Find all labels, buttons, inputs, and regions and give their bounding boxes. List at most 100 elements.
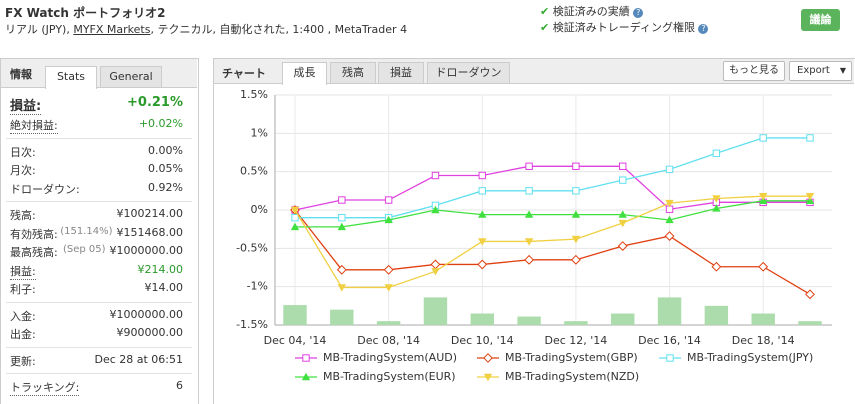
marker	[758, 261, 769, 272]
bar	[657, 297, 682, 325]
stat-row: トラッキング: 6	[10, 379, 183, 396]
y-tick-label: 0%	[251, 203, 268, 216]
marker	[711, 261, 722, 272]
marker	[758, 193, 768, 201]
marker	[619, 176, 627, 184]
y-tick-label: -0.5%	[236, 241, 268, 254]
marker	[336, 264, 347, 275]
marker	[478, 171, 486, 180]
marker	[525, 187, 533, 195]
stat-value: Dec 28 at 06:51	[94, 352, 183, 366]
stat-value-group: +0.21%	[127, 95, 183, 115]
more-button[interactable]: もっと見る	[723, 61, 785, 81]
marker	[806, 134, 814, 142]
stat-value: ¥900000.00	[116, 326, 183, 339]
stat-row: 更新: Dec 28 at 06:51	[10, 353, 183, 369]
marker	[572, 162, 580, 171]
badge-text: 検証済みの実績	[552, 5, 630, 18]
chart-heading: チャート	[222, 67, 266, 80]
legend-label: MB-TradingSystem(JPY)	[687, 351, 813, 364]
balance-tab[interactable]: 残高	[330, 62, 376, 83]
chart-panel	[213, 58, 855, 404]
marker	[478, 238, 487, 246]
marker	[384, 215, 393, 224]
profit-tab[interactable]: 損益	[378, 62, 424, 83]
drawdown-tab[interactable]: ドローダウン	[427, 62, 510, 83]
growth-tab[interactable]: 成長	[282, 62, 327, 85]
stat-row: 最高残高: (Sep 05) ¥1000000.00	[10, 244, 183, 260]
stat-row: 損益: ¥214.00	[10, 263, 183, 280]
marker	[337, 284, 347, 292]
marker	[524, 210, 534, 218]
stat-value: ¥151468.00	[116, 225, 183, 239]
x-tick-label: Dec 18, '14	[732, 334, 795, 347]
bar	[470, 313, 494, 325]
separator	[6, 301, 192, 303]
stat-value-group: ¥1000000.00	[110, 308, 183, 324]
legend-label: MB-TradingSystem(NZD)	[505, 370, 639, 383]
marker	[665, 165, 674, 174]
stat-row: 日次: 0.00%	[10, 144, 183, 160]
stats-panel	[0, 58, 199, 404]
marker	[572, 187, 580, 195]
series-line	[295, 200, 810, 228]
marker	[478, 187, 486, 195]
separator	[6, 201, 192, 202]
x-tick-label: Dec 12, '14	[545, 334, 608, 347]
stat-value-group: ¥900000.00	[117, 326, 183, 342]
stat-value-group: +0.02%	[139, 117, 183, 134]
badge: ✔ 検証済みトレーディング権限 ?	[540, 19, 709, 35]
stat-row: 有効残高: (151.14%) ¥151468.00	[10, 226, 183, 242]
stat-label: トラッキング:	[10, 381, 80, 396]
legend-label: MB-TradingSystem(AUD)	[323, 351, 457, 364]
marker	[712, 204, 721, 212]
bar	[423, 297, 448, 325]
y-tick-label: -1.5%	[236, 318, 268, 331]
stats-header	[1, 59, 197, 88]
marker	[619, 162, 627, 171]
marker	[571, 254, 581, 265]
series-line	[294, 209, 811, 295]
marker	[384, 196, 393, 204]
marker	[712, 149, 721, 157]
marker	[759, 134, 767, 142]
marker	[431, 171, 440, 180]
general-tab[interactable]: General	[100, 66, 162, 87]
bar	[611, 313, 635, 325]
x-tick-label: Dec 10, '14	[451, 334, 514, 347]
x-tick-label: Dec 08, '14	[357, 334, 420, 347]
marker	[383, 264, 394, 275]
marker	[478, 210, 487, 218]
separator	[6, 137, 192, 139]
stat-row: 絶対損益: +0.02%	[10, 117, 183, 134]
marker	[712, 195, 721, 203]
stat-label: 残高:	[10, 209, 36, 222]
series-line	[295, 137, 810, 219]
y-tick-label: 1%	[251, 126, 268, 139]
stat-value: +0.21%	[127, 95, 183, 110]
legend-marker	[302, 354, 310, 362]
stat-label: 月次:	[10, 164, 36, 177]
stat-value-group: 6	[176, 379, 183, 396]
export-button[interactable]: Export ▼	[789, 61, 852, 81]
discuss-button[interactable]: 議論	[801, 9, 840, 31]
stat-value: +0.02%	[138, 117, 183, 130]
stat-row: 入金: ¥1000000.00	[10, 308, 183, 324]
series-line	[294, 195, 810, 289]
stat-value: 0.05%	[148, 162, 183, 175]
bar	[330, 309, 354, 325]
marker	[338, 213, 346, 222]
stat-value-group: (Sep 05) ¥1000000.00	[63, 244, 183, 260]
marker	[290, 222, 300, 231]
broker-link[interactable]: MYFX Markets	[73, 23, 151, 36]
separator	[6, 373, 192, 374]
stat-value: ¥214.00	[137, 262, 184, 276]
marker	[805, 289, 815, 300]
marker	[665, 215, 674, 224]
bar	[704, 305, 729, 325]
stats-tab[interactable]: Stats	[45, 66, 97, 89]
bar	[376, 321, 401, 325]
marker	[384, 284, 393, 292]
stat-value: ¥100214.00	[116, 207, 183, 220]
badge: ✔ 検証済みの実績 ?	[540, 3, 644, 19]
